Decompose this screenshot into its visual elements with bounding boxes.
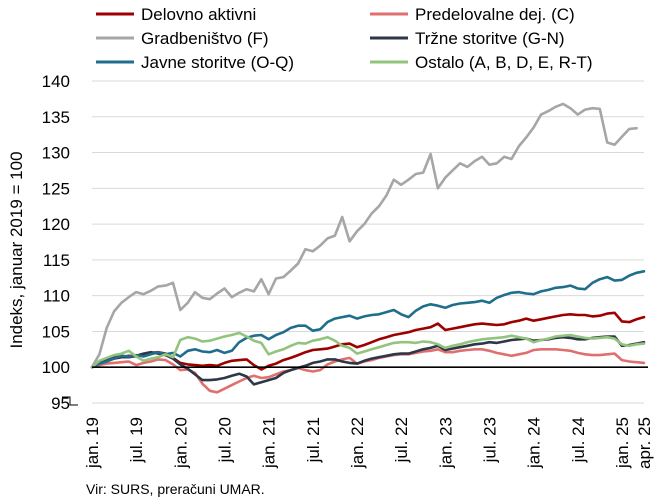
x-tick-label: jan. 24 [525, 417, 544, 469]
axis-break-line [62, 396, 78, 406]
y-tick-125: 125 [42, 179, 70, 198]
y-axis-break-mark [62, 396, 78, 406]
y-tick-135: 135 [42, 108, 70, 127]
x-tick-label: jul. 21 [304, 417, 323, 463]
series-lines [90, 102, 646, 394]
x-tick-label: jan. 21 [260, 417, 279, 469]
legend-label-4: Tržne storitve (G-N) [415, 29, 565, 48]
legend-label-3: Gradbeništvo (F) [141, 29, 269, 48]
x-tick-label: jul. 24 [569, 417, 588, 463]
x-tick-label: jan. 22 [348, 417, 367, 469]
y-tick-140: 140 [42, 72, 70, 91]
y-tick-labels: 95 100 105 110 115 120 125 130 135 140 [42, 72, 70, 413]
x-tick-label: apr. 25 [635, 417, 654, 469]
x-tick-label: jul. 22 [392, 417, 411, 463]
series-line-6 [90, 331, 646, 369]
x-tick-label: jul. 19 [127, 417, 146, 463]
y-tick-100: 100 [42, 358, 70, 377]
legend-label-2: Predelovalne dej. (C) [415, 5, 575, 24]
x-tick-label: jul. 23 [480, 417, 499, 463]
y-tick-115: 115 [43, 251, 70, 270]
y-tick-95: 95 [51, 394, 70, 413]
legend: Delovno aktivni Predelovalne dej. (C) Grad… [96, 5, 593, 72]
series-line-5 [90, 269, 646, 369]
x-tick-label: jan. 19 [83, 417, 102, 469]
legend-label-5: Javne storitve (O-Q) [141, 53, 294, 72]
source-note: Vir: SURS, preračuni UMAR. [86, 481, 265, 497]
x-tick-label: jan. 20 [171, 417, 190, 469]
series-line-3 [90, 102, 638, 369]
x-tick-labels: jan. 19 jul. 19 jan. 20 jul. 20 jan. 21 jul. … [83, 417, 654, 469]
y-tick-110: 110 [43, 287, 70, 306]
y-tick-105: 105 [42, 322, 70, 341]
y-tick-120: 120 [42, 215, 70, 234]
x-tick-label: jan. 25 [613, 417, 632, 469]
legend-label-1: Delovno aktivni [141, 5, 256, 24]
x-tick-label: jul. 20 [215, 417, 234, 463]
y-tick-130: 130 [42, 144, 70, 163]
x-tick-label: jan. 23 [436, 417, 455, 469]
y-axis-title: Indeks, januar 2019 = 100 [7, 151, 26, 348]
legend-label-6: Ostalo (A, B, D, E, R-T) [415, 53, 593, 72]
series-line-1 [90, 311, 646, 371]
